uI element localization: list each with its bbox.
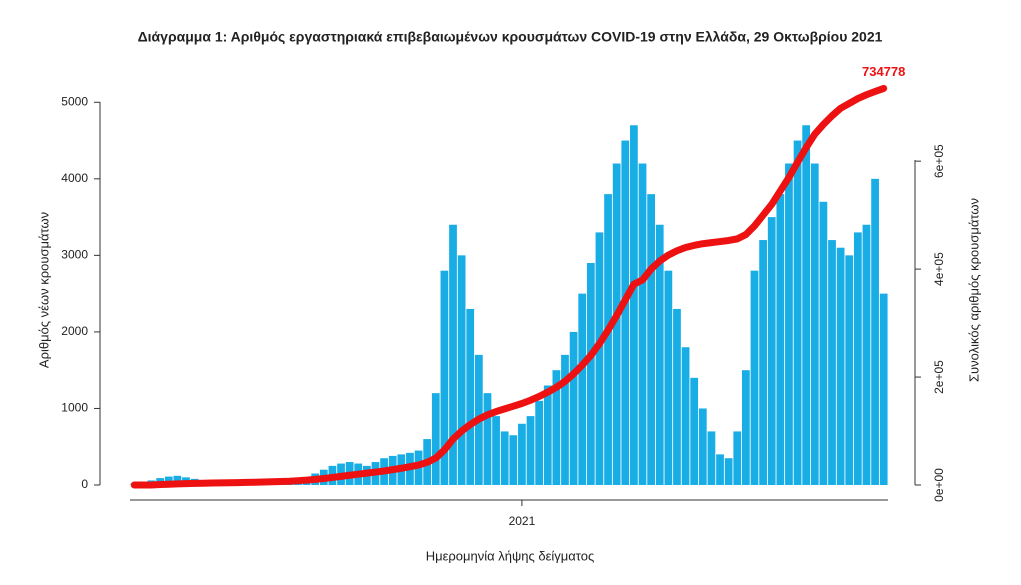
bar xyxy=(828,240,836,485)
bar xyxy=(492,416,500,485)
bar xyxy=(793,140,802,485)
bar xyxy=(509,435,518,485)
bar xyxy=(853,232,862,485)
bar xyxy=(741,370,750,485)
data-label: 734778 xyxy=(862,64,905,79)
bar xyxy=(673,308,681,485)
bar xyxy=(879,293,888,485)
bar xyxy=(604,194,612,486)
bar xyxy=(173,475,182,485)
y2-tick-label: 0e+00 xyxy=(932,468,946,502)
bar xyxy=(552,370,561,485)
bar xyxy=(750,270,759,485)
bar xyxy=(724,458,733,485)
bar xyxy=(612,163,621,485)
bar xyxy=(716,454,724,485)
bar xyxy=(561,354,569,485)
y-tick-label: 2000 xyxy=(61,324,88,338)
y2-tick-label: 4e+05 xyxy=(932,252,946,286)
bar xyxy=(630,125,638,486)
bar xyxy=(802,125,811,486)
bar xyxy=(638,163,647,485)
bar xyxy=(466,308,475,485)
bar xyxy=(785,163,793,485)
bar xyxy=(457,255,466,485)
bar xyxy=(759,240,767,485)
bar xyxy=(500,431,509,485)
bar xyxy=(518,423,526,485)
bar xyxy=(578,293,587,485)
bar xyxy=(535,400,544,485)
bar xyxy=(449,224,457,485)
bar xyxy=(595,232,604,485)
bar xyxy=(431,393,440,485)
y2-axis-label: Συνολικός αριθμός κρουσμάτων xyxy=(966,198,981,382)
bar xyxy=(819,201,828,486)
bar xyxy=(543,385,552,485)
bar xyxy=(569,331,578,485)
bar xyxy=(810,163,819,485)
x-tick-label: 2021 xyxy=(509,514,536,528)
bar xyxy=(655,224,664,485)
bar xyxy=(707,431,716,485)
bar xyxy=(845,255,854,485)
bar xyxy=(690,377,699,485)
bar xyxy=(733,431,742,485)
bar xyxy=(836,247,845,485)
y-tick-label: 1000 xyxy=(61,401,88,415)
bar xyxy=(862,224,871,485)
line xyxy=(130,84,888,489)
bar xyxy=(526,416,535,485)
bar xyxy=(776,194,785,486)
y-tick-label: 5000 xyxy=(61,94,88,108)
y2-tick-label: 2e+05 xyxy=(932,360,946,394)
bar xyxy=(621,140,630,485)
bar xyxy=(664,270,673,485)
y2-tick-label: 6e+05 xyxy=(932,144,946,178)
y-axis-label: Αριθμός νέων κρουσμάτων xyxy=(36,212,51,368)
x-axis-label: Ημερομηνία λήψης δείγματος xyxy=(426,548,595,563)
bar xyxy=(871,178,879,485)
chart-title: Διάγραμμα 1: Αριθμός εργαστηριακά επιβεβ… xyxy=(138,29,883,45)
y-tick-label: 3000 xyxy=(61,248,88,262)
y-tick-label: 0 xyxy=(81,477,88,491)
bar xyxy=(483,393,492,485)
bar xyxy=(767,217,776,485)
bar xyxy=(698,408,707,485)
bar xyxy=(586,263,595,485)
bar xyxy=(681,347,690,485)
bar xyxy=(440,270,449,485)
y-tick-label: 4000 xyxy=(61,171,88,185)
bar xyxy=(647,194,656,486)
